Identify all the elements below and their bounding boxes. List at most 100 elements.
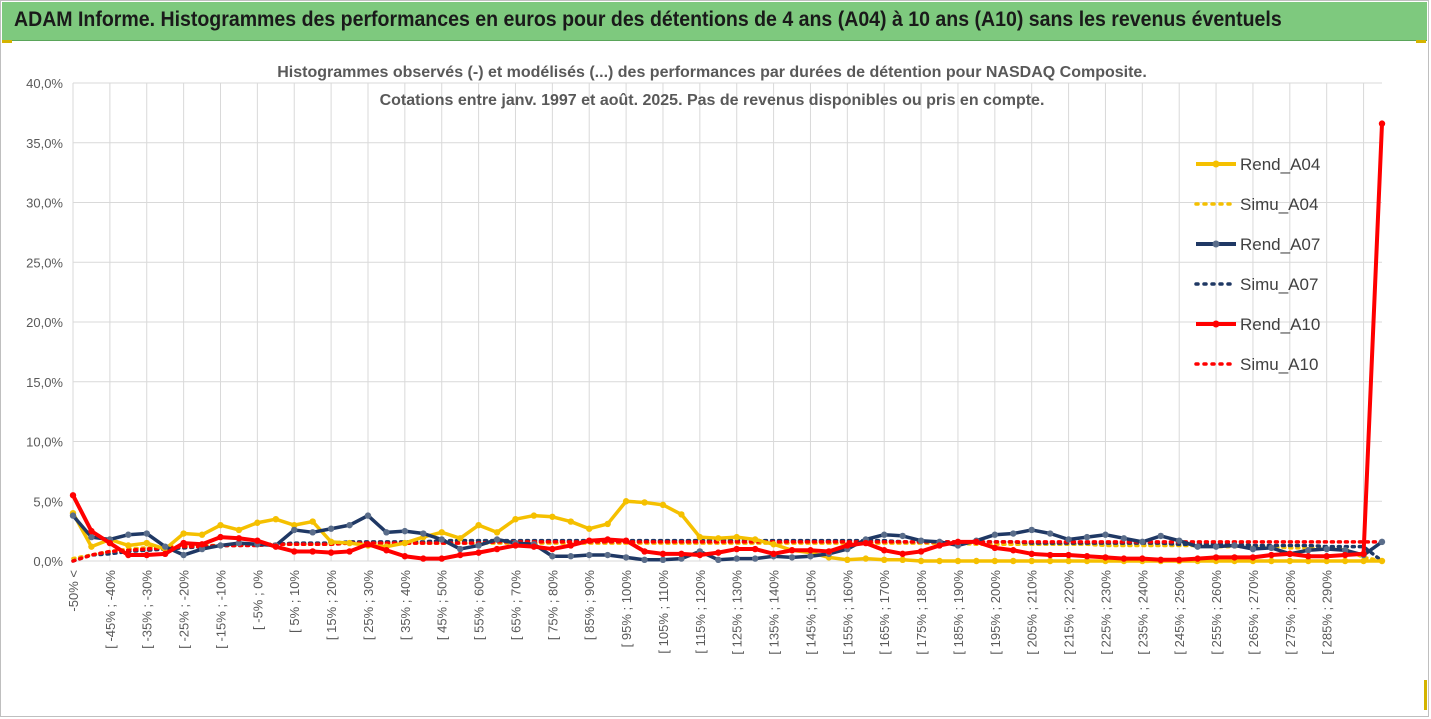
data-point bbox=[1286, 550, 1294, 558]
data-point bbox=[401, 527, 409, 535]
legend-marker bbox=[1212, 160, 1220, 168]
data-point bbox=[1231, 554, 1238, 561]
data-point bbox=[586, 525, 593, 532]
x-tick-label: [ 175% ; 180% bbox=[914, 570, 929, 655]
data-point bbox=[327, 525, 335, 532]
data-point bbox=[917, 537, 925, 544]
x-tick-label: [ 15% ; 20% bbox=[324, 570, 339, 641]
data-point bbox=[622, 554, 630, 561]
data-point bbox=[586, 551, 593, 559]
data-point bbox=[383, 547, 390, 554]
series-line bbox=[71, 540, 1384, 563]
x-tick-label: [ -45% ; -40% bbox=[103, 570, 118, 649]
data-point bbox=[198, 541, 206, 548]
legend-marker bbox=[1212, 240, 1220, 248]
data-point bbox=[1194, 543, 1201, 550]
data-point bbox=[1323, 553, 1330, 560]
x-tick-label: [ 25% ; 30% bbox=[361, 570, 376, 641]
y-tick-label: 35,0% bbox=[26, 136, 63, 151]
data-point bbox=[383, 529, 390, 536]
gridlines bbox=[72, 82, 1382, 562]
data-point bbox=[143, 539, 150, 547]
data-point bbox=[1046, 557, 1054, 565]
chart-title-line-2: Cotations entre janv. 1997 et août. 2025… bbox=[380, 92, 1045, 109]
data-point bbox=[549, 553, 556, 560]
data-point bbox=[291, 526, 298, 534]
data-point bbox=[1102, 554, 1109, 561]
data-point bbox=[1083, 553, 1091, 560]
data-point bbox=[751, 536, 759, 543]
data-point bbox=[291, 548, 298, 555]
x-tick-label: [ 225% ; 230% bbox=[1098, 570, 1113, 655]
data-point bbox=[1194, 555, 1201, 562]
data-point bbox=[807, 547, 814, 554]
data-point bbox=[678, 511, 685, 518]
data-point bbox=[1175, 537, 1183, 544]
report-title: ADAM Informe. Histogrammes des performan… bbox=[14, 8, 1282, 31]
data-point bbox=[1268, 557, 1275, 565]
data-point bbox=[1028, 526, 1035, 534]
series-Rend_A04 bbox=[69, 498, 1386, 565]
data-point bbox=[1065, 551, 1072, 559]
data-point bbox=[456, 545, 464, 553]
data-point bbox=[733, 533, 740, 541]
data-point bbox=[1249, 545, 1257, 553]
data-point bbox=[659, 556, 667, 564]
series-line bbox=[71, 123, 1384, 562]
data-point bbox=[1231, 542, 1238, 549]
data-point bbox=[106, 539, 114, 547]
data-point bbox=[88, 527, 95, 535]
series-Rend_A07 bbox=[69, 512, 1386, 564]
x-tick-label: [ 125% ; 130% bbox=[730, 570, 745, 655]
data-point bbox=[917, 557, 925, 565]
data-point bbox=[420, 530, 427, 537]
data-point bbox=[715, 535, 722, 542]
data-point bbox=[309, 529, 316, 536]
data-point bbox=[512, 515, 519, 523]
data-point bbox=[88, 533, 95, 541]
data-point bbox=[309, 548, 316, 555]
data-point bbox=[291, 521, 298, 529]
data-point bbox=[991, 557, 999, 565]
data-point bbox=[1139, 555, 1146, 562]
data-point bbox=[217, 542, 224, 549]
x-tick-label: [ 95% ; 100% bbox=[619, 570, 634, 648]
data-point bbox=[493, 545, 501, 553]
legend-item-Rend_A04: Rend_A04 bbox=[1196, 155, 1320, 174]
data-point bbox=[69, 512, 77, 519]
x-tick-label: [ 245% ; 250% bbox=[1172, 570, 1187, 655]
data-point bbox=[1157, 532, 1164, 540]
data-point bbox=[235, 539, 243, 547]
data-point bbox=[1120, 535, 1128, 542]
data-point bbox=[327, 549, 335, 556]
data-point bbox=[180, 551, 187, 559]
series-Rend_A10 bbox=[69, 120, 1386, 564]
data-point bbox=[1323, 557, 1330, 565]
data-point bbox=[364, 541, 372, 548]
data-point bbox=[125, 551, 132, 559]
x-axis: -50% < [ -45% ; -40% [ -35% ; -30% [ -25% ;… bbox=[66, 570, 1335, 655]
data-point bbox=[1139, 538, 1146, 546]
data-point bbox=[309, 518, 316, 525]
data-point bbox=[254, 537, 261, 544]
data-point bbox=[420, 555, 427, 562]
data-point bbox=[862, 555, 869, 562]
data-point bbox=[549, 513, 556, 520]
data-point bbox=[1120, 555, 1128, 562]
data-point bbox=[272, 515, 280, 523]
data-point bbox=[438, 555, 445, 562]
y-tick-label: 5,0% bbox=[33, 494, 63, 509]
data-point bbox=[254, 519, 261, 526]
data-point bbox=[973, 557, 980, 565]
y-tick-label: 15,0% bbox=[26, 375, 63, 390]
legend-label: Rend_A04 bbox=[1240, 155, 1320, 174]
data-point bbox=[1305, 557, 1312, 565]
data-point bbox=[881, 531, 888, 538]
x-tick-label: [ 155% ; 160% bbox=[840, 570, 855, 655]
data-point bbox=[1157, 556, 1164, 564]
legend-item-Simu_A10: Simu_A10 bbox=[1194, 355, 1318, 374]
data-point bbox=[530, 512, 538, 519]
data-point bbox=[770, 550, 777, 558]
data-point bbox=[1010, 530, 1017, 537]
data-point bbox=[217, 521, 224, 529]
